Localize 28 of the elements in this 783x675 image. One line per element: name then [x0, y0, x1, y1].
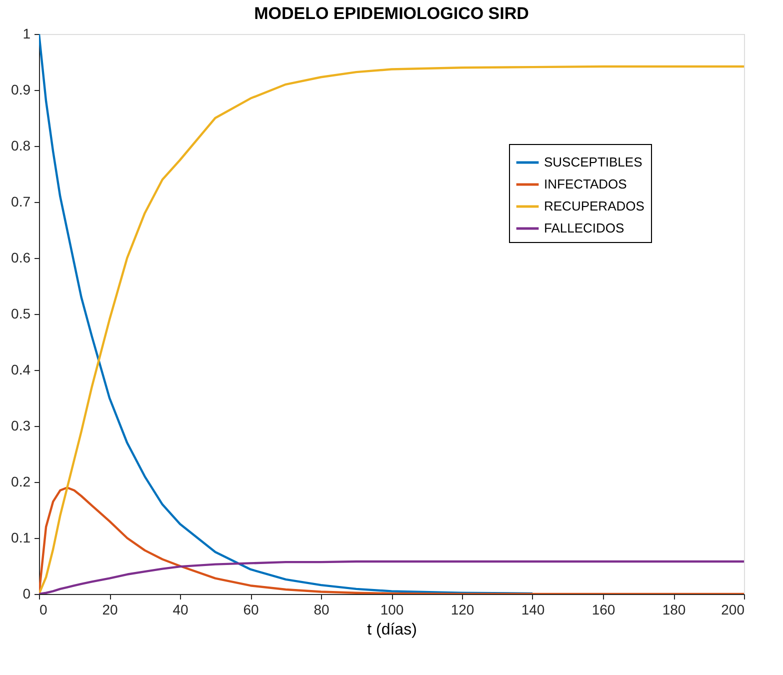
- y-tick-label: 0.8: [11, 138, 31, 154]
- chart-title: MODELO EPIDEMIOLOGICO SIRD: [254, 4, 529, 23]
- y-tick-label: 0.4: [11, 362, 31, 378]
- y-tick-label: 0.2: [11, 474, 31, 490]
- x-tick-label: 60: [243, 602, 259, 618]
- y-tick-label: 0.6: [11, 250, 31, 266]
- x-tick-label: 140: [521, 602, 545, 618]
- y-tick-label: 0: [22, 586, 31, 602]
- y-tick-label: 0.3: [11, 418, 31, 434]
- x-tick-label: 100: [380, 602, 404, 618]
- legend-label: RECUPERADOS: [544, 198, 645, 214]
- y-tick-label: 0.9: [11, 82, 31, 98]
- x-tick-label: 0: [40, 602, 48, 618]
- x-tick-label: 180: [662, 602, 686, 618]
- y-tick-label: 0.1: [11, 530, 31, 546]
- x-tick-label: 160: [592, 602, 616, 618]
- x-axis-title: t (días): [367, 622, 417, 638]
- legend-label: FALLECIDOS: [544, 220, 625, 236]
- legend-label: INFECTADOS: [544, 176, 628, 192]
- x-tick-label: 20: [102, 602, 118, 618]
- x-tick-label: 120: [450, 602, 474, 618]
- y-tick-label: 0.7: [11, 194, 31, 210]
- legend-label: SUSCEPTIBLES: [544, 154, 643, 170]
- y-tick-label: 0.5: [11, 306, 31, 322]
- x-tick-label: 200: [721, 602, 745, 618]
- x-tick-label: 40: [172, 602, 188, 618]
- x-tick-label: 80: [314, 602, 330, 618]
- y-tick-label: 1: [22, 26, 31, 42]
